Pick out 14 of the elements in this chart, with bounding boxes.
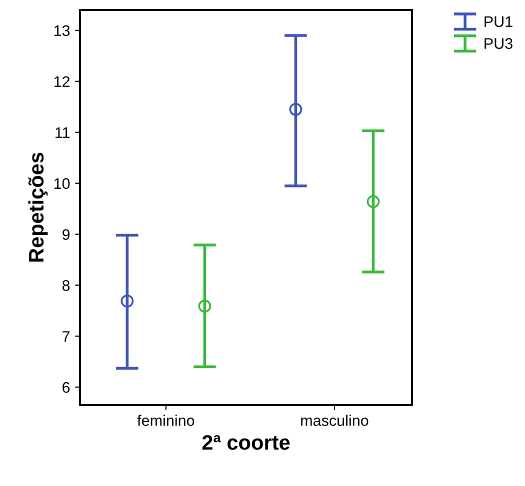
y-tick-label: 8 [62,280,70,291]
x-tick-label: masculino [301,414,368,426]
y-tick-label: 13 [54,25,70,36]
y-tick-label: 7 [62,331,70,342]
y-tick-label: 9 [62,229,70,240]
y-tick-label: 11 [56,127,70,138]
x-tick-label: feminino [137,414,194,426]
y-tick-label: 12 [54,76,70,87]
y-tick-label: 10 [54,178,70,189]
legend-label: PU1 [484,16,512,28]
legend-label: PU3 [484,38,512,49]
x-axis-title: 2ª coorte [202,435,290,450]
y-tick-label: 6 [62,382,70,393]
y-axis-title: Repetições [28,152,48,262]
